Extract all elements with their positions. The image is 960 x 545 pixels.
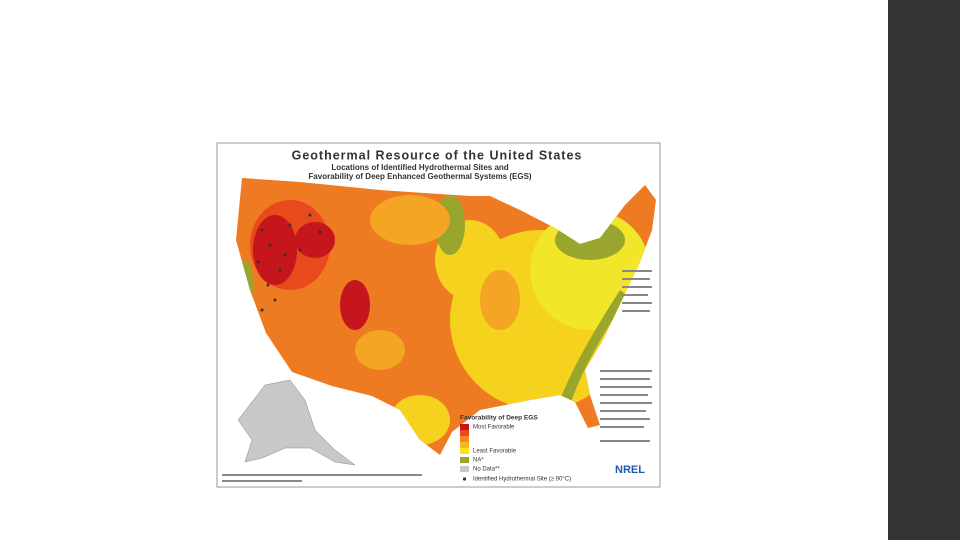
map-figure: Geothermal Resource of the United States… xyxy=(216,142,661,488)
notes-text xyxy=(222,270,652,482)
map-region xyxy=(355,330,405,370)
legend-site-marker xyxy=(462,477,467,481)
map-subtitle: Locations of Identified Hydrothermal Sit… xyxy=(331,163,508,172)
legend-label: Identified Hydrothermal Site (≥ 90°C) xyxy=(473,477,571,483)
legend-swatch xyxy=(460,436,469,442)
legend-label: No Data** xyxy=(473,467,500,473)
legend: Favorability of Deep EGS Most Favorable L… xyxy=(460,415,571,483)
hydrothermal-sites xyxy=(256,213,322,312)
us-map xyxy=(236,178,656,455)
side-bar xyxy=(888,0,960,540)
legend-label: Least Favorable xyxy=(473,449,517,455)
legend-swatch xyxy=(460,466,469,472)
legend-title: Favorability of Deep EGS xyxy=(460,415,538,422)
legend-swatch xyxy=(460,424,469,430)
map-title: Geothermal Resource of the United States xyxy=(292,148,583,162)
map-subtitle: Favorability of Deep Enhanced Geothermal… xyxy=(308,172,532,181)
legend-swatch xyxy=(460,430,469,436)
legend-swatch xyxy=(460,448,469,454)
map-region xyxy=(560,290,628,405)
map-region xyxy=(295,222,335,258)
alaska xyxy=(237,379,356,466)
legend-swatch xyxy=(460,457,469,463)
map-region xyxy=(370,195,450,245)
logo: NREL xyxy=(615,464,645,476)
map-region xyxy=(253,215,297,285)
map-region xyxy=(480,270,520,330)
legend-label: Most Favorable xyxy=(473,425,515,431)
map-region xyxy=(340,280,370,330)
legend-label: NA* xyxy=(473,458,484,464)
legend-swatch xyxy=(460,442,469,448)
